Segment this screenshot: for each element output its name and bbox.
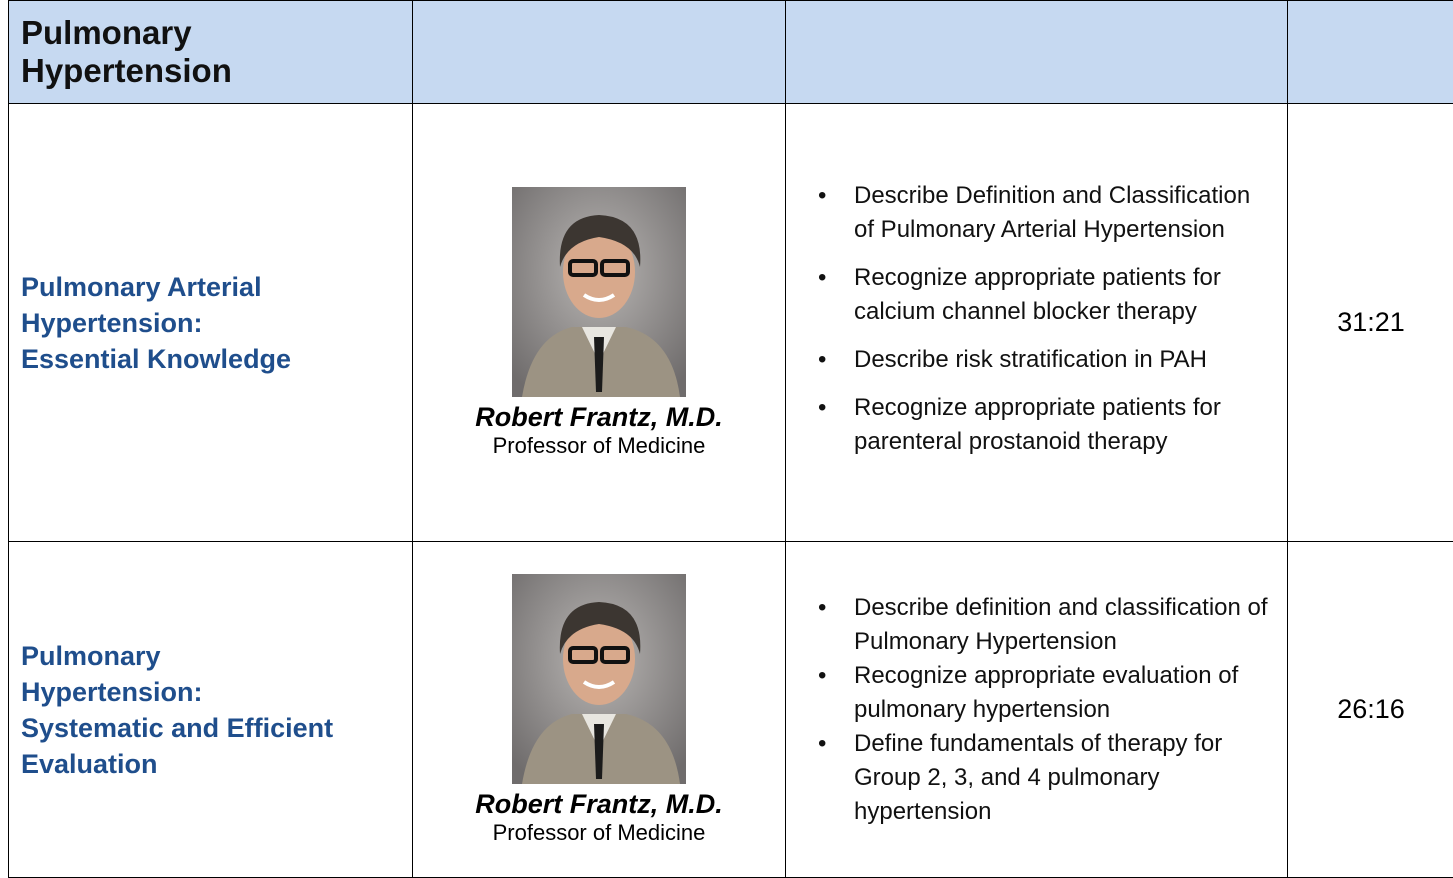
speaker-name: Robert Frantz, M.D. <box>413 401 785 433</box>
objective: Describe Definition and Classification o… <box>854 179 1274 247</box>
objective: Recognize appropriate evaluation of pulm… <box>854 659 1274 727</box>
topic-title: Pulmonary Arterial <box>21 269 412 305</box>
objectives-list: Describe definition and classification o… <box>786 591 1287 829</box>
objectives-cell: Describe Definition and Classification o… <box>786 104 1288 542</box>
header-cell <box>413 1 786 104</box>
duration: 26:16 <box>1337 694 1405 724</box>
speaker-role: Professor of Medicine <box>413 820 785 846</box>
objective: Recognize appropriate patients for paren… <box>854 391 1274 459</box>
duration: 31:21 <box>1337 307 1405 337</box>
objectives-list: Describe Definition and Classification o… <box>786 179 1287 459</box>
topic-title: Pulmonary <box>21 638 412 674</box>
objective: Recognize appropriate patients for calci… <box>854 261 1274 329</box>
objective: Define fundamentals of therapy for Group… <box>854 727 1274 829</box>
speaker-photo <box>512 187 686 397</box>
header-row: Pulmonary Hypertension <box>9 1 1453 104</box>
speaker-photo <box>512 574 686 784</box>
topic-title: Hypertension: <box>21 305 412 341</box>
header-title: Pulmonary Hypertension <box>9 6 333 98</box>
header-cell <box>1288 1 1453 104</box>
speaker-name: Robert Frantz, M.D. <box>413 788 785 820</box>
objectives-cell: Describe definition and classification o… <box>786 542 1288 878</box>
schedule-table: Pulmonary Hypertension Pulmonary Arteria… <box>8 0 1453 878</box>
speaker-cell: Robert Frantz, M.D.Professor of Medicine <box>413 542 786 878</box>
topic-title: Hypertension: <box>21 674 412 710</box>
speaker-cell: Robert Frantz, M.D.Professor of Medicine <box>413 104 786 542</box>
header-cell <box>786 1 1288 104</box>
speaker-role: Professor of Medicine <box>413 433 785 459</box>
topic-title: Essential Knowledge <box>21 341 412 377</box>
topic-title: Systematic and Efficient <box>21 710 412 746</box>
objective: Describe definition and classification o… <box>854 591 1274 659</box>
header-cell: Pulmonary Hypertension <box>9 1 413 104</box>
duration-cell: 31:21 <box>1288 104 1453 542</box>
table-body: Pulmonary Hypertension Pulmonary Arteria… <box>9 1 1453 878</box>
duration-cell: 26:16 <box>1288 542 1453 878</box>
topic-title: Evaluation <box>21 746 412 782</box>
objective: Describe risk stratification in PAH <box>854 343 1274 377</box>
